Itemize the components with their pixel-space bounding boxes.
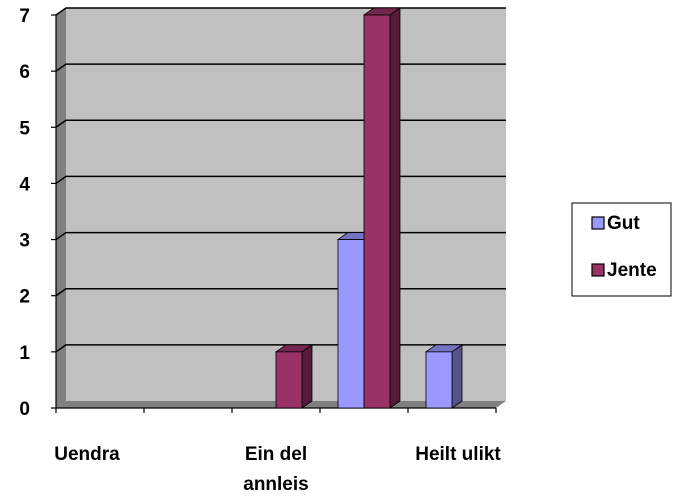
legend-label: Jente bbox=[607, 260, 657, 281]
bar-jente bbox=[362, 7, 402, 409]
legend-swatch bbox=[591, 263, 605, 277]
legend-label: Gut bbox=[607, 213, 640, 234]
x-tick-label: Uendra bbox=[54, 444, 120, 465]
legend-swatch bbox=[591, 216, 605, 230]
bar-front bbox=[275, 351, 303, 409]
plot-side-wall bbox=[56, 8, 66, 408]
gridline bbox=[55, 63, 506, 72]
y-tick-label: 1 bbox=[19, 343, 30, 364]
plot-back-wall bbox=[66, 8, 506, 401]
x-tick-label: Ein del bbox=[245, 444, 307, 465]
y-tick-label: 3 bbox=[19, 231, 30, 252]
gridline bbox=[55, 175, 506, 185]
bar-front bbox=[337, 239, 365, 409]
bar-side bbox=[301, 344, 313, 409]
legend-box bbox=[571, 202, 672, 297]
y-tick-label: 7 bbox=[19, 6, 30, 27]
y-tick-label: 2 bbox=[19, 287, 30, 308]
bar-front bbox=[425, 351, 453, 409]
gridline bbox=[55, 7, 506, 16]
bar-side bbox=[389, 7, 401, 409]
x-tick-label: annleis bbox=[243, 474, 308, 495]
x-tick-label: Heilt ulikt bbox=[415, 444, 501, 465]
y-tick-label: 6 bbox=[19, 62, 30, 83]
gridline bbox=[55, 119, 506, 128]
y-tick-label: 4 bbox=[19, 174, 30, 195]
bar-side bbox=[451, 344, 463, 409]
bar-front bbox=[363, 14, 391, 409]
bar-jente bbox=[274, 344, 314, 409]
bar-gut bbox=[424, 344, 464, 409]
legend: Gut Jente bbox=[571, 202, 672, 297]
y-tick-label: 0 bbox=[19, 399, 30, 420]
y-tick-label: 5 bbox=[19, 118, 30, 139]
